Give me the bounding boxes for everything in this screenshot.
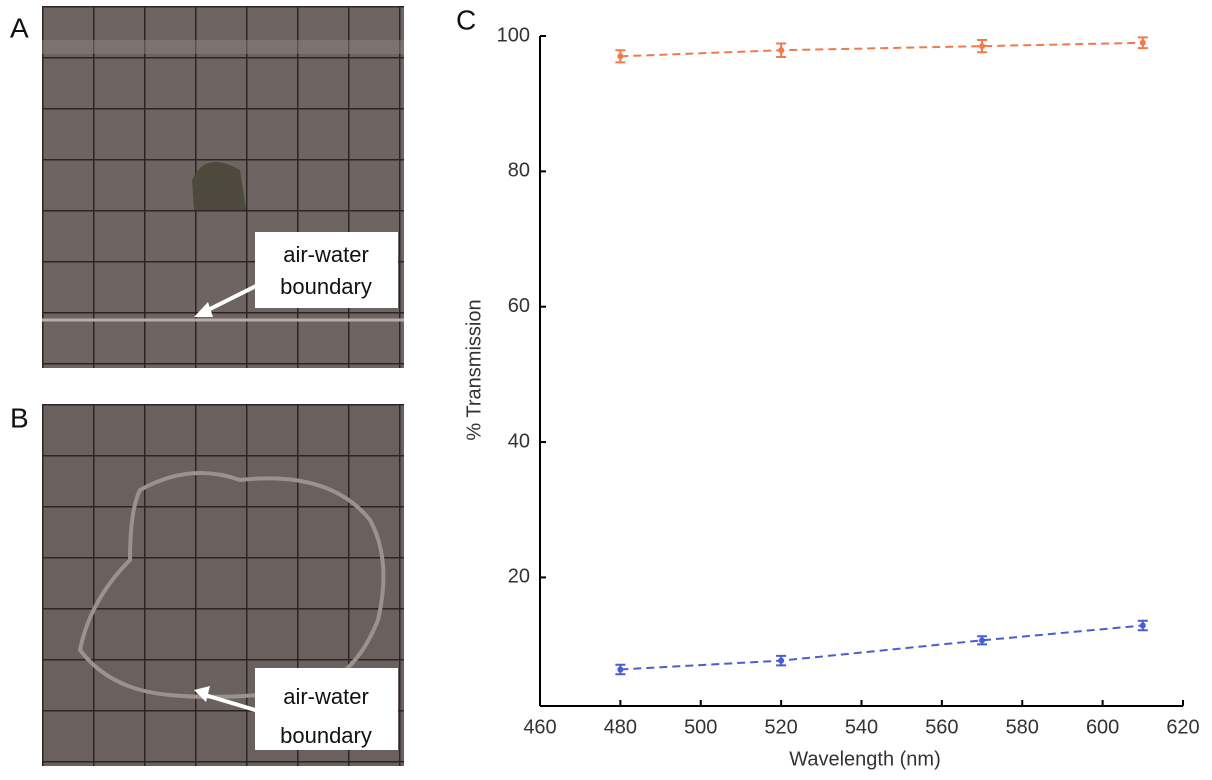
y-tick-label: 100: [497, 24, 530, 46]
x-tick-label: 620: [1166, 716, 1199, 738]
data-point: [617, 666, 624, 673]
panel-label: C: [456, 4, 476, 35]
panel-label: B: [10, 402, 29, 433]
x-tick-label: 540: [845, 716, 878, 738]
photo-a: air-water boundary: [42, 6, 404, 368]
annotation: boundary: [280, 274, 372, 299]
x-axis-label: Wavelength (nm): [789, 748, 941, 770]
x-tick-label: 500: [684, 716, 717, 738]
y-tick-label: 80: [508, 160, 530, 182]
panel-label: A: [10, 12, 29, 43]
series-line: [620, 624, 1143, 671]
x-tick-label: 460: [523, 716, 556, 738]
annotation: air-water: [283, 242, 369, 267]
x-tick-label: 580: [1006, 716, 1039, 738]
y-tick-label: 40: [508, 430, 530, 452]
annotation: boundary: [280, 723, 372, 748]
data-point: [1139, 622, 1146, 629]
annotation: air-water: [283, 684, 369, 709]
x-tick-label: 480: [604, 716, 637, 738]
y-tick-label: 20: [508, 566, 530, 588]
data-point: [778, 47, 785, 54]
photo-b: air-water boundary: [42, 404, 404, 766]
data-point: [979, 637, 986, 644]
y-axis-label: % Transmission: [463, 299, 485, 440]
series-line: [620, 41, 1143, 58]
x-tick-label: 560: [925, 716, 958, 738]
data-point: [1139, 39, 1146, 46]
x-tick-label: 600: [1086, 716, 1119, 738]
data-point: [778, 657, 785, 664]
x-tick-label: 520: [764, 716, 797, 738]
y-tick-label: 60: [508, 295, 530, 317]
data-point: [617, 53, 624, 60]
data-point: [979, 43, 986, 50]
